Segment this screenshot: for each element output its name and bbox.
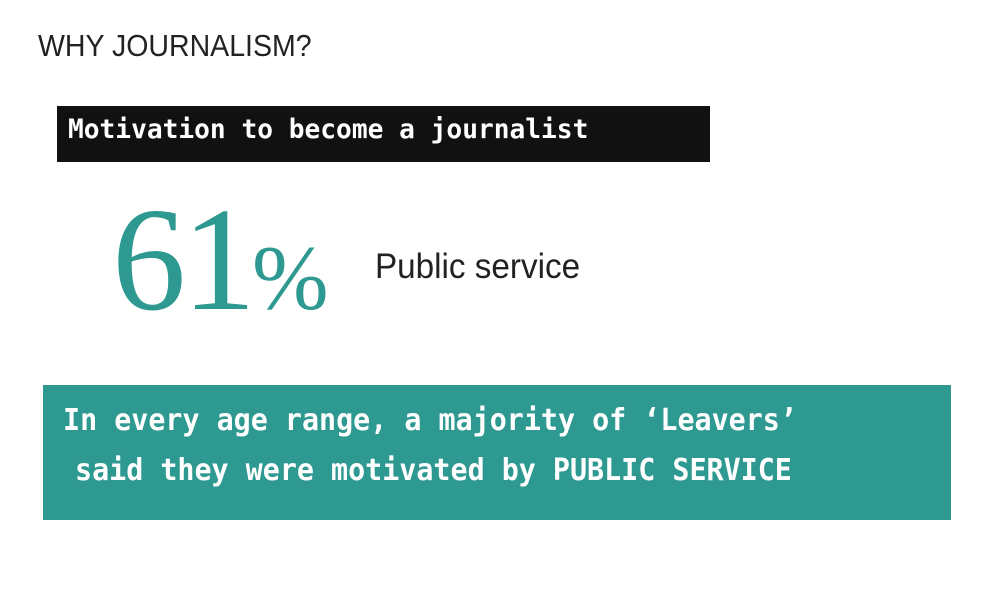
banner-line-2: said they were motivated by PUBLIC SERVI… — [75, 453, 792, 488]
section-label-box: Motivation to become a journalist — [57, 106, 710, 162]
section-label: Motivation to become a journalist — [68, 114, 589, 145]
page-title: WHY JOURNALISM? — [38, 28, 312, 63]
stat-unit: % — [252, 227, 329, 329]
banner-line-1: In every age range, a majority of ‘Leave… — [63, 403, 797, 438]
stat-value: 61% — [112, 186, 329, 334]
stat-label: Public service — [375, 247, 581, 286]
stat-number: 61 — [112, 178, 256, 342]
highlight-banner: In every age range, a majority of ‘Leave… — [43, 385, 951, 520]
